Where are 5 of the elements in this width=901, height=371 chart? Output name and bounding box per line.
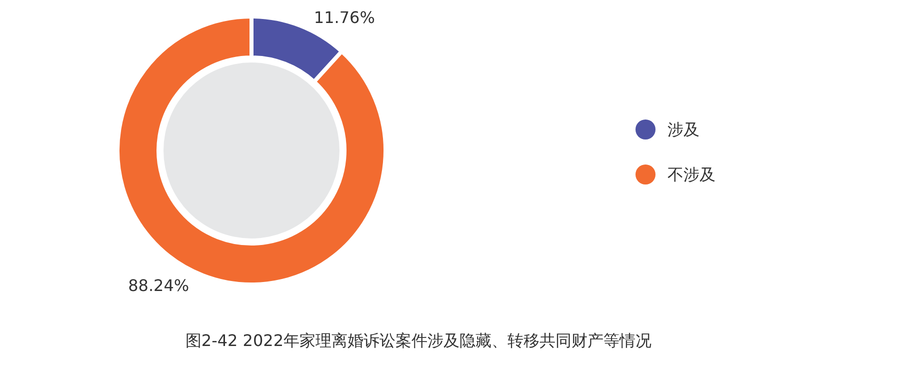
text: 图2-42 2022年家理离婚诉讼案件涉及隐藏、转移共同财产等情况 [185,331,652,350]
legend-label: 不涉及 [668,165,716,184]
data-label: 88.24% [128,276,190,295]
legend-label: 涉及 [668,120,700,139]
data-label: 11.76% [314,8,375,28]
